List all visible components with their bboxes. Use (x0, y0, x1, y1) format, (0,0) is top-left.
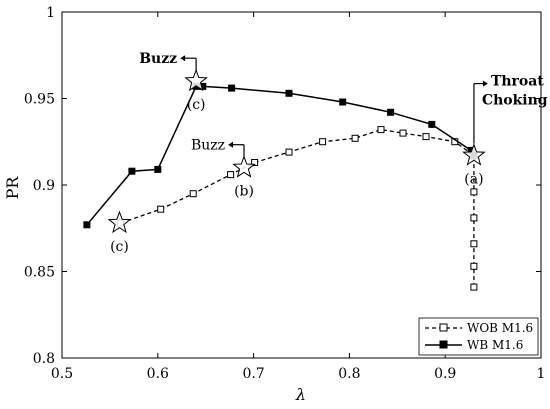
annotation-choking-line2: Choking (482, 93, 548, 109)
series-0-point-10 (351, 134, 359, 142)
series-layer (83, 82, 478, 291)
arrow-head-buzz-mid (228, 141, 234, 148)
point-label-c-low: (c) (110, 239, 129, 255)
y-tick-label-2: 0.9 (33, 178, 55, 194)
series-1-point-9 (428, 120, 436, 128)
point-label-buzz-mid: (b) (234, 184, 254, 200)
x-tick-label-1: 0.6 (147, 366, 169, 382)
ticks: 0.5 0.6 0.7 0.8 0.9 1 0.8 0.85 0.9 0.95 1 (24, 5, 546, 382)
star-buzz-mid (232, 155, 256, 178)
series-0-point-4 (470, 188, 478, 196)
x-tick-label-2: 0.7 (242, 366, 264, 382)
x-tick-label-5: 1 (537, 366, 546, 382)
series-1-point-0 (83, 221, 91, 229)
star-choking (462, 143, 486, 166)
point-label-choking: (a) (464, 172, 483, 188)
annotation-layer: (c) Buzz (b) Buzz (a) Throat Choking (c) (107, 51, 548, 255)
series-0-point-13 (251, 159, 259, 166)
arrow-head-buzz-top (180, 55, 186, 62)
legend-marker-wob (439, 323, 448, 332)
series-1-point-7 (339, 98, 347, 106)
x-tick-label-4: 0.9 (434, 366, 456, 382)
series-1-point-1 (128, 167, 136, 175)
series-0-point-11 (319, 138, 327, 146)
series-0-point-12 (285, 148, 293, 156)
arrow-head-choking (482, 80, 488, 87)
star-c-low (107, 210, 132, 234)
series-0-point-7 (422, 133, 430, 141)
series-1-point-8 (387, 108, 395, 116)
point-label-buzz-top: (c) (187, 97, 206, 113)
y-tick-label-3: 0.95 (24, 92, 55, 108)
series-1-point-6 (285, 89, 293, 97)
star-buzz-top (184, 68, 208, 92)
x-tick-label-3: 0.8 (338, 366, 360, 382)
x-axis-title: λ (295, 385, 306, 404)
annotation-buzz-mid: Buzz (191, 138, 225, 154)
annotation-choking-line1: Throat (491, 74, 544, 90)
y-tick-label-1: 0.85 (24, 265, 55, 281)
series-0-point-1 (470, 262, 478, 270)
legend-box (418, 317, 539, 356)
legend-label-wob: WOB M1.6 (467, 321, 533, 335)
y-tick-label-0: 0.8 (33, 351, 55, 367)
y-axis-title: PR (3, 176, 22, 200)
series-0-point-3 (470, 214, 478, 222)
series-1-point-2 (154, 165, 162, 173)
legend-label-wb: WB M1.6 (467, 338, 523, 352)
legend: WOB M1.6 WB M1.6 (418, 317, 539, 356)
series-0-point-15 (189, 190, 197, 198)
annotation-buzz-top: Buzz (139, 51, 177, 67)
y-tick-label-4: 1 (46, 5, 55, 21)
series-1-point-5 (228, 84, 236, 92)
series-0-point-0 (470, 283, 478, 291)
series-line-1 (86, 85, 475, 226)
series-0-point-8 (399, 129, 407, 137)
x-tick-label-0: 0.5 (51, 366, 73, 382)
series-0-point-2 (470, 240, 478, 248)
series-line-0 (120, 128, 475, 288)
series-0-point-9 (377, 126, 385, 134)
plot-area (61, 11, 542, 359)
series-0-point-14 (227, 171, 235, 179)
series-0-point-16 (157, 205, 165, 213)
legend-marker-wb (439, 340, 448, 349)
